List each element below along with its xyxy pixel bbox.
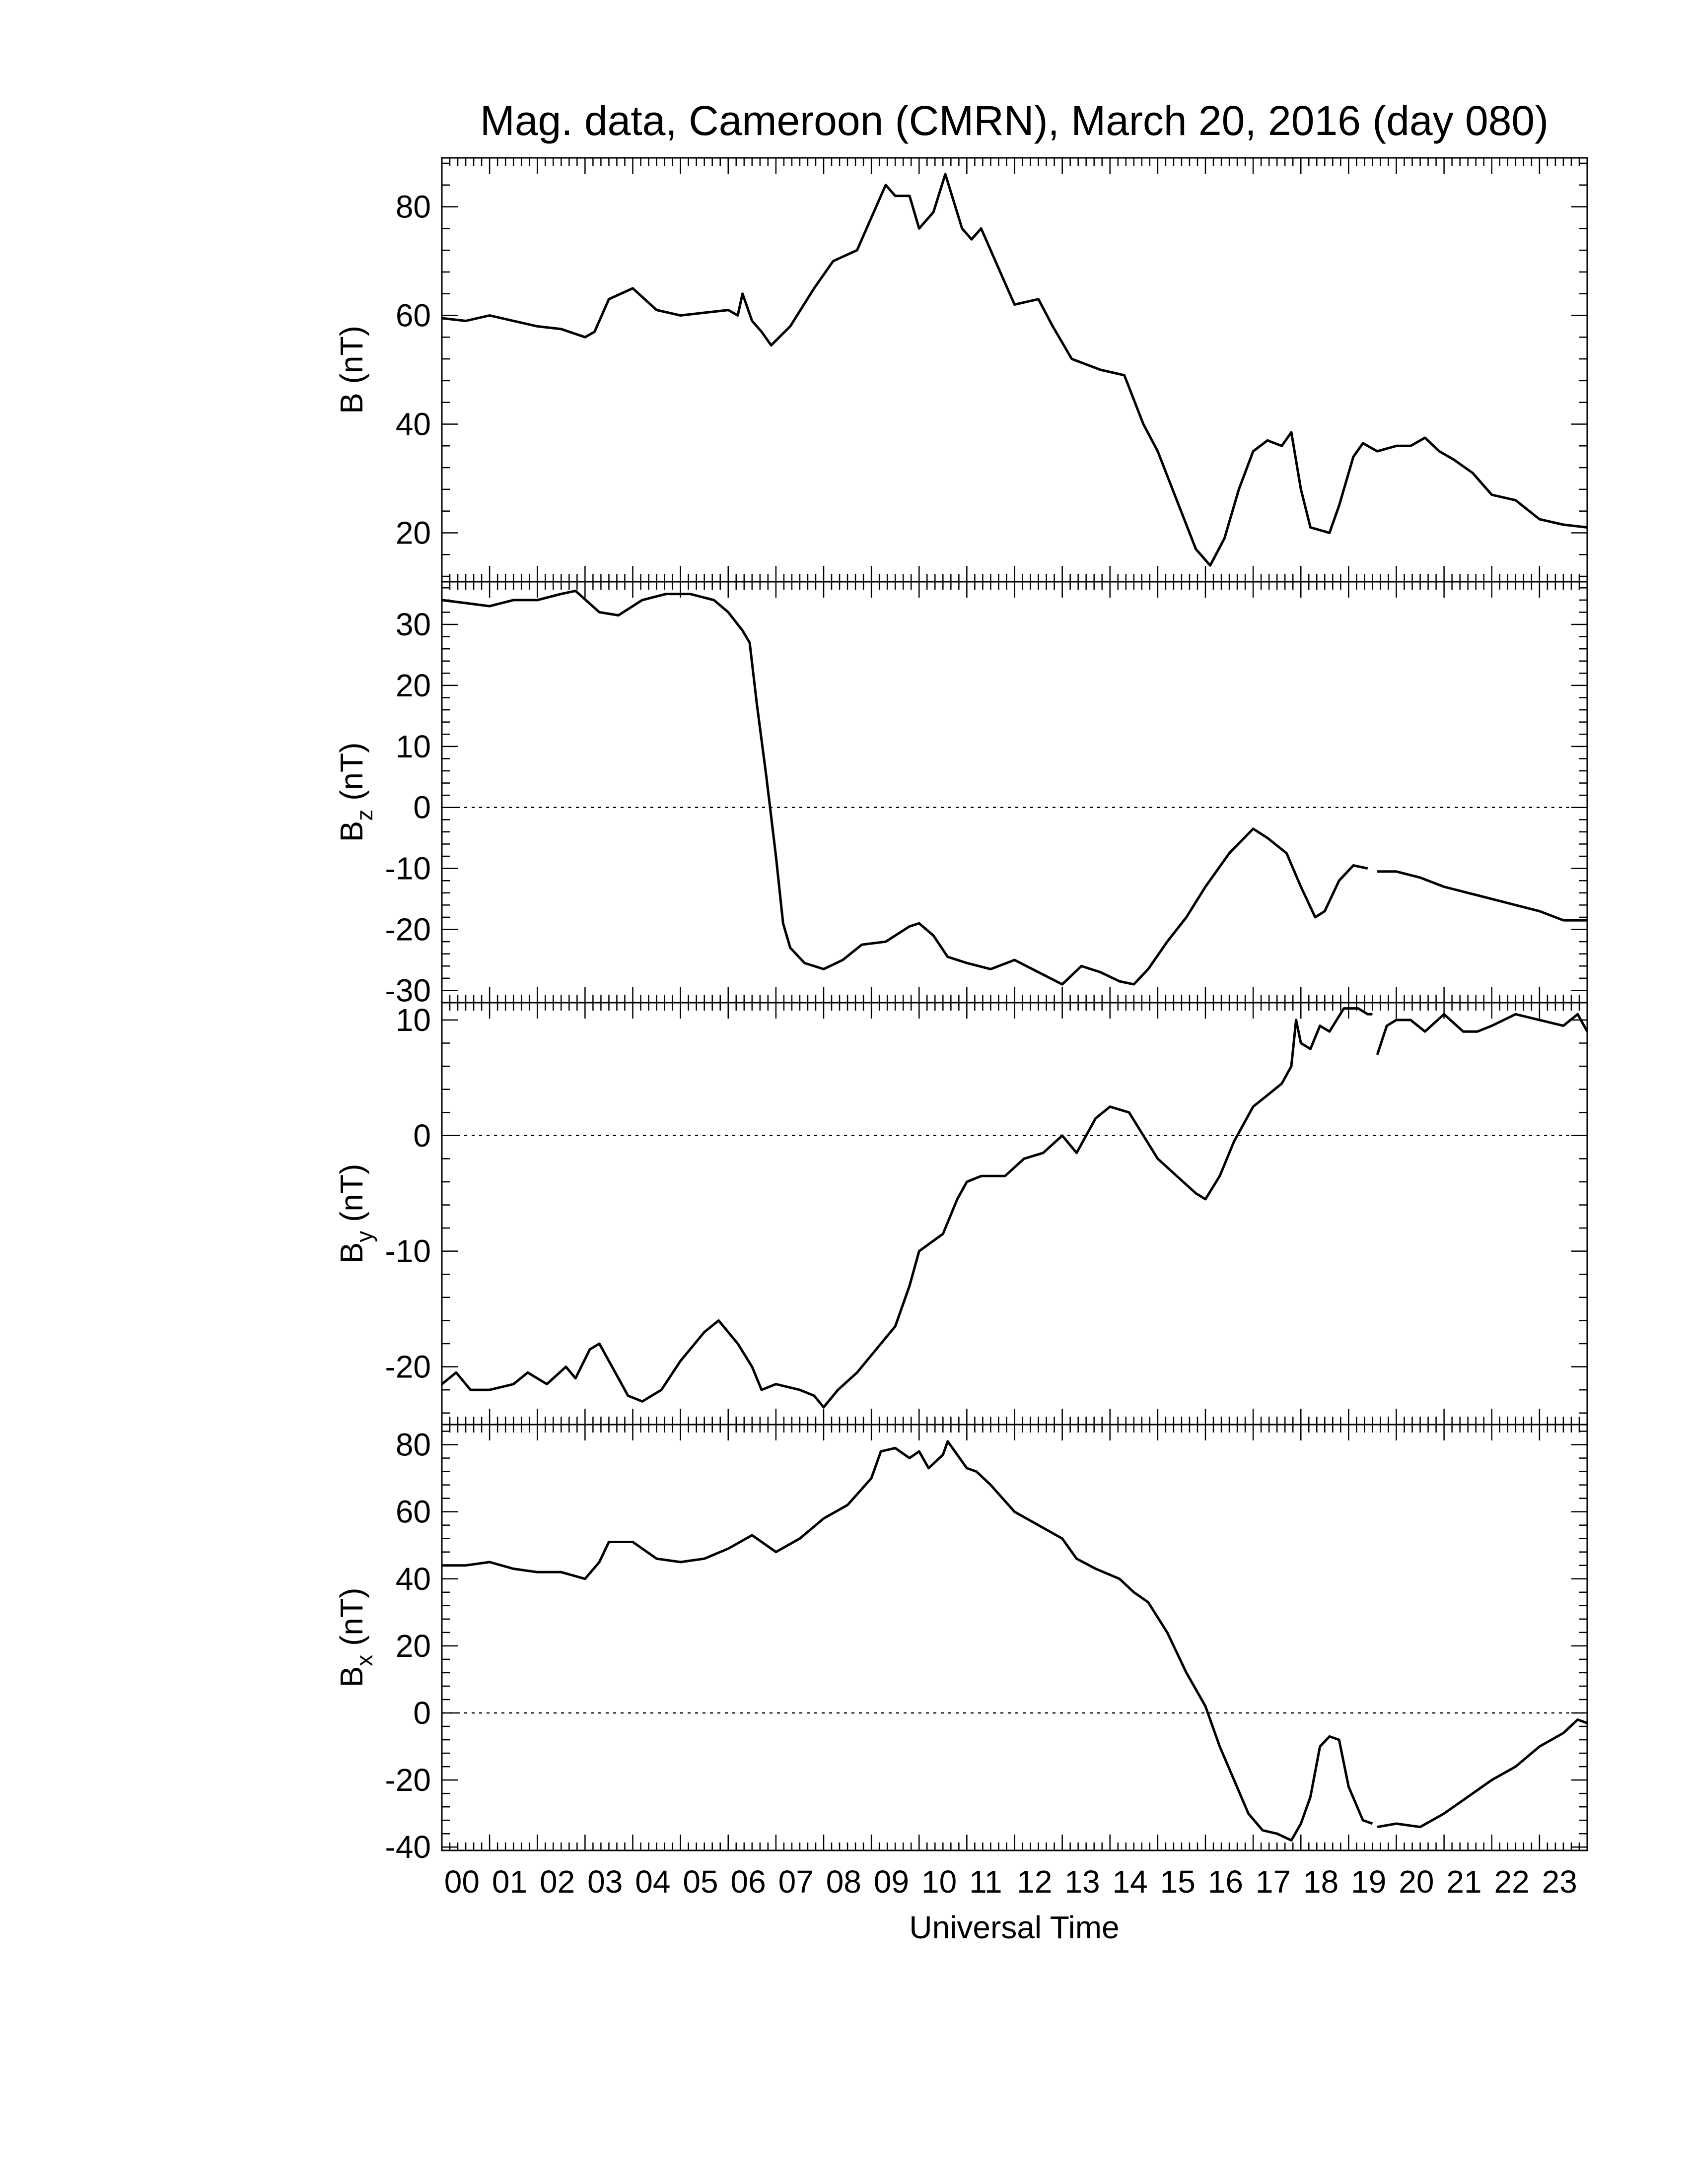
x-tick-label: 08 xyxy=(826,1864,861,1900)
y-tick-label: 10 xyxy=(396,729,431,764)
y-tick-label: -10 xyxy=(385,851,431,887)
data-series-Bx xyxy=(442,1440,1373,1842)
y-tick-label: -10 xyxy=(385,1233,431,1269)
data-series-Bz xyxy=(441,589,1368,986)
y-tick-label: 80 xyxy=(396,189,431,225)
data-series-B xyxy=(441,173,1588,567)
x-tick-label: 03 xyxy=(587,1864,623,1900)
y-tick-label: -30 xyxy=(385,972,431,1008)
y-tick-label: -20 xyxy=(385,912,431,948)
y-tick-label: 40 xyxy=(396,406,431,442)
y-tick-label: 60 xyxy=(396,1494,431,1530)
x-tick-label: 21 xyxy=(1446,1864,1481,1900)
y-tick-label: 20 xyxy=(396,1628,431,1664)
y-tick-label: 60 xyxy=(396,298,431,334)
panel-Bx: -40 -20 0 20 40 60 80 Bx (nT) xyxy=(334,1424,1588,1865)
y-tick-label: 10 xyxy=(396,1002,431,1038)
x-tick-label: 12 xyxy=(1017,1864,1052,1900)
y-tick-label: 20 xyxy=(396,515,431,550)
x-tick-label: 19 xyxy=(1351,1864,1386,1900)
x-tick-label: 14 xyxy=(1113,1864,1148,1900)
x-tick-label: 05 xyxy=(683,1864,718,1900)
x-tick-label: 07 xyxy=(778,1864,814,1900)
chart-title: Mag. data, Cameroon (CMRN), March 20, 20… xyxy=(480,97,1548,144)
y-axis-label-Bx: Bx (nT) xyxy=(334,1588,377,1688)
y-tick-label: 40 xyxy=(396,1561,431,1597)
x-tick-label: 23 xyxy=(1542,1864,1577,1900)
y-tick-label: -40 xyxy=(385,1829,431,1865)
x-tick-label: 15 xyxy=(1160,1864,1196,1900)
y-axis-label-B: B (nT) xyxy=(334,326,369,414)
x-tick-label: 22 xyxy=(1494,1864,1530,1900)
x-tick-label: 18 xyxy=(1303,1864,1338,1900)
x-tick-label: 20 xyxy=(1399,1864,1434,1900)
y-axis-label-By: By (nT) xyxy=(334,1164,377,1264)
y-tick-label: 0 xyxy=(413,1695,431,1731)
x-tick-label: 01 xyxy=(492,1864,527,1900)
x-tick-label: 16 xyxy=(1208,1864,1243,1900)
data-series-By xyxy=(1376,1013,1589,1055)
data-series-By xyxy=(441,1007,1373,1409)
x-tick-label: 10 xyxy=(921,1864,957,1900)
data-series-Bx xyxy=(1377,1718,1588,1829)
y-tick-label: -20 xyxy=(385,1349,431,1385)
panel-Bz: -30 -20 -10 0 10 20 30 Bz (nT) xyxy=(334,581,1588,1008)
x-tick-label: 04 xyxy=(635,1864,670,1900)
y-tick-label: 0 xyxy=(413,1118,431,1154)
x-tick-label: 06 xyxy=(731,1864,766,1900)
y-tick-label: -20 xyxy=(385,1762,431,1798)
y-tick-label: 30 xyxy=(396,607,431,642)
x-tick-label: 17 xyxy=(1256,1864,1291,1900)
panel-B: 20 40 60 80 B (nT) xyxy=(334,157,1588,583)
y-tick-label: 0 xyxy=(413,790,431,825)
x-axis-title: Universal Time xyxy=(909,1910,1119,1945)
panel-By: -20 -10 0 10 By (nT) xyxy=(334,1002,1589,1426)
x-tick-label: 13 xyxy=(1064,1864,1100,1900)
x-tick-label: 02 xyxy=(540,1864,575,1900)
x-tick-label: 00 xyxy=(444,1864,480,1900)
y-tick-label: 20 xyxy=(396,668,431,703)
data-series-Bz xyxy=(1377,870,1587,922)
y-axis-label-Bz: Bz (nT) xyxy=(334,743,377,842)
x-tick-label: 09 xyxy=(874,1864,909,1900)
y-tick-label: 80 xyxy=(396,1427,431,1463)
x-tick-label: 11 xyxy=(969,1864,1002,1900)
